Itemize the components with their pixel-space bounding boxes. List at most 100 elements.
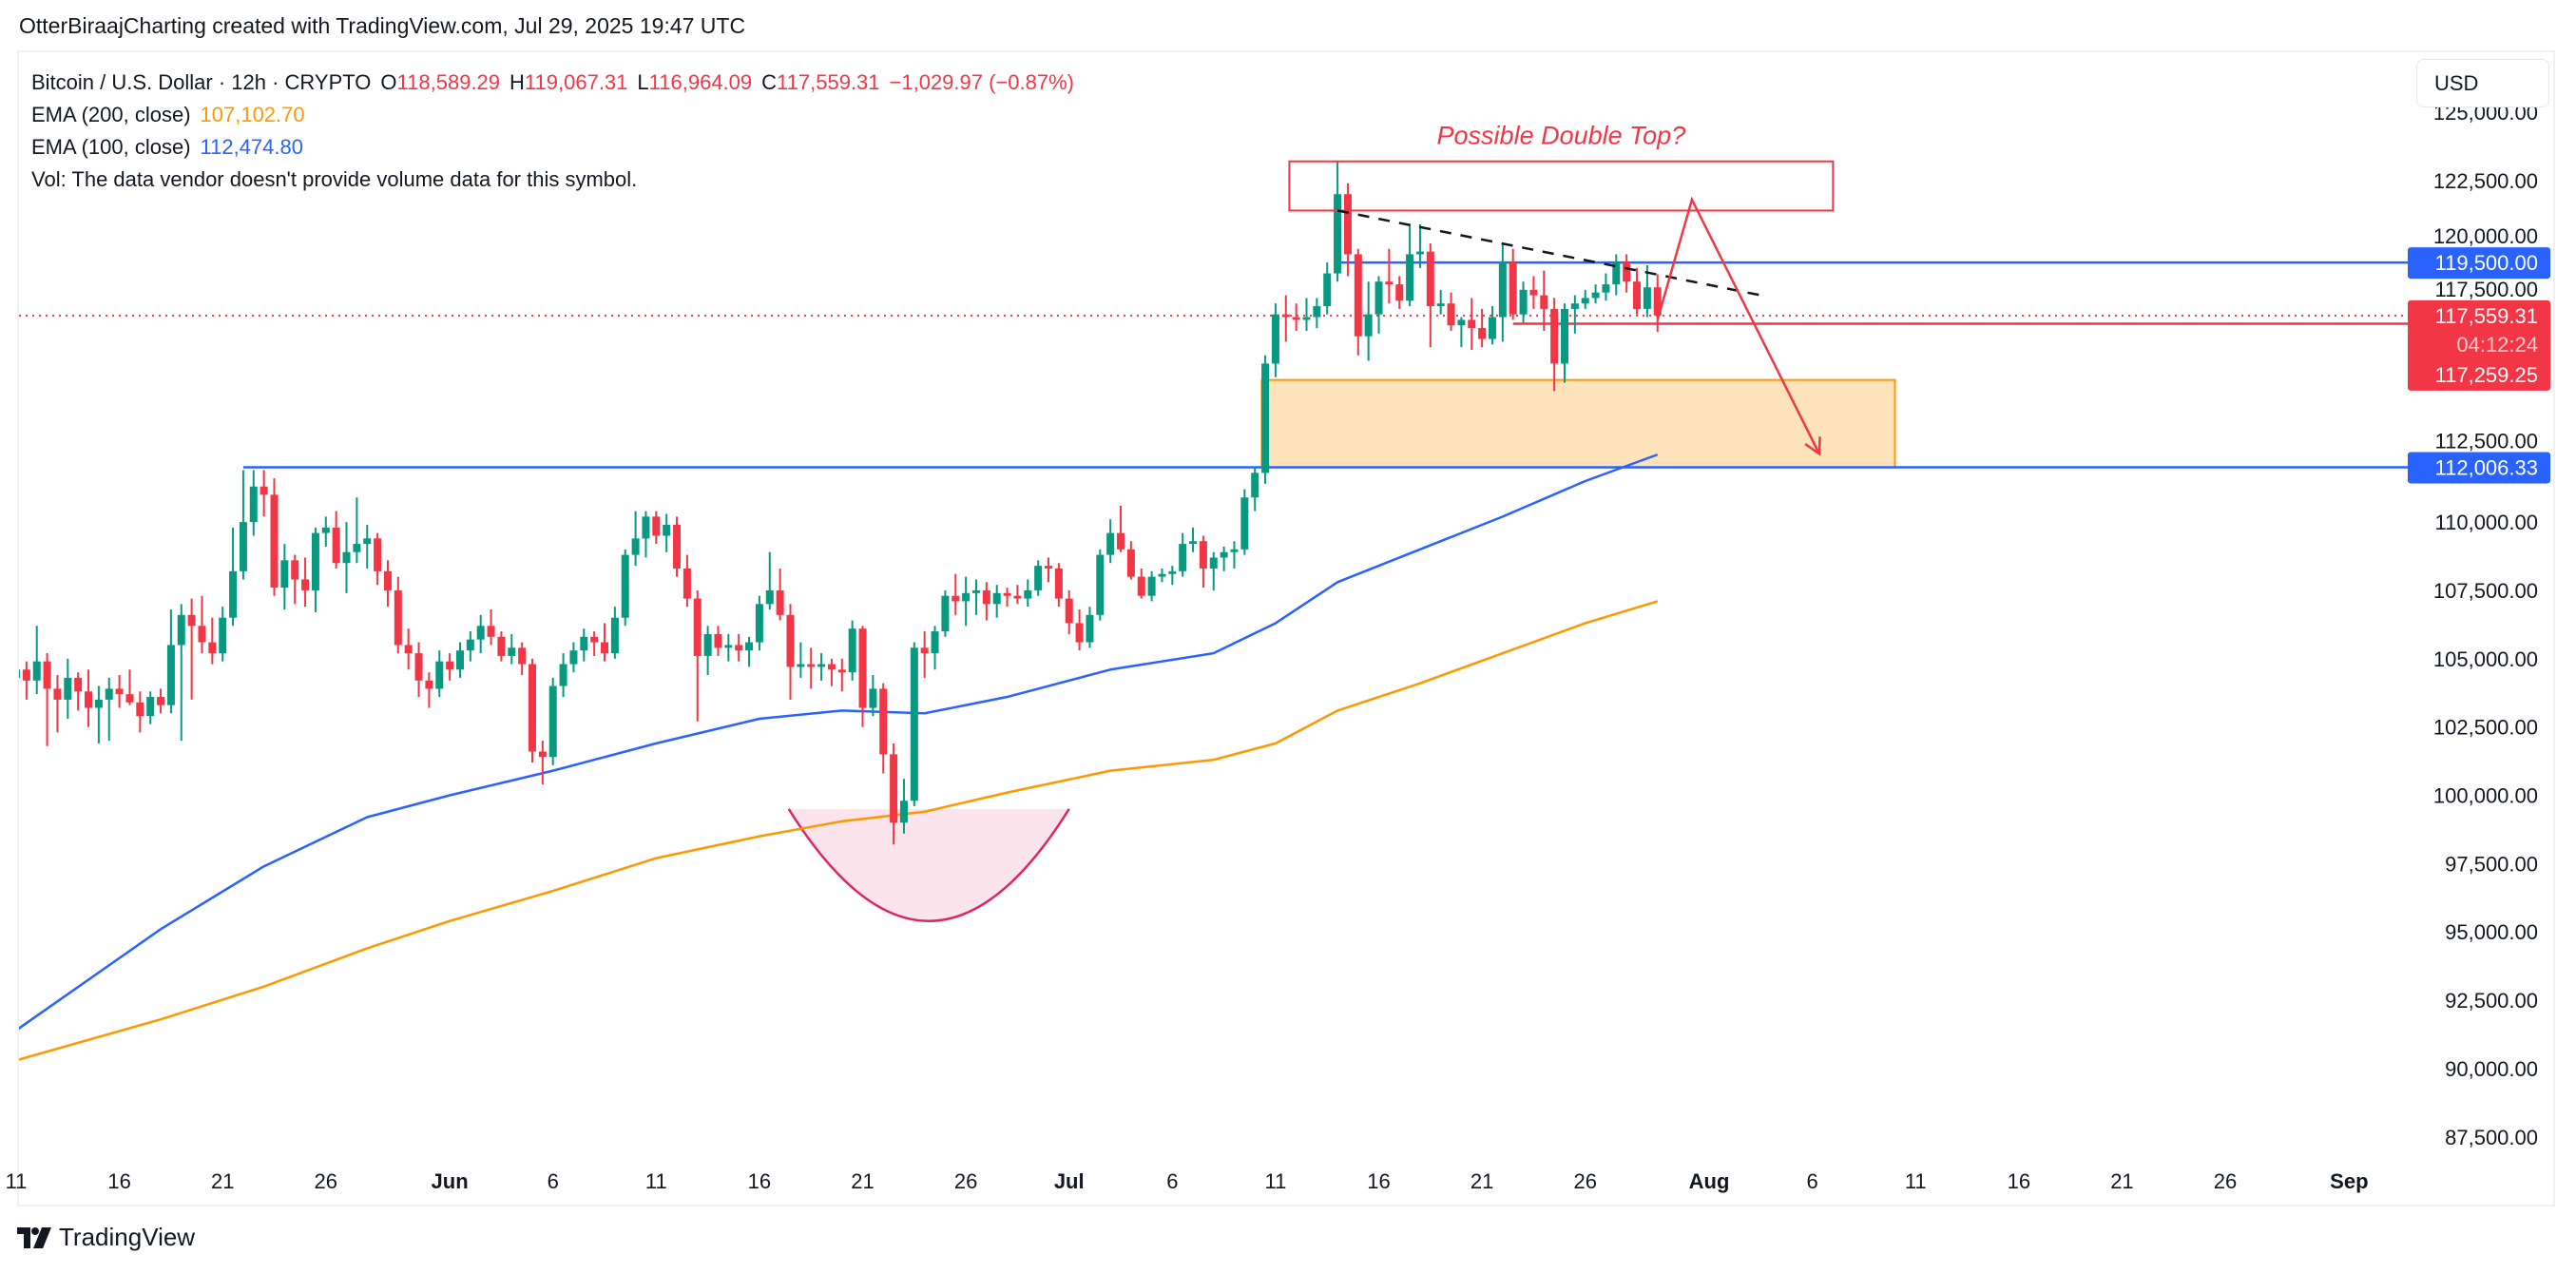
ema200-row[interactable]: EMA (200, close) 107,102.70 <box>31 99 1074 131</box>
candle-down <box>1623 254 1631 293</box>
candle-up <box>177 604 185 742</box>
price-labels: 119,500.00 112,006.33 117,559.31 04:12:24 11… <box>2408 247 2550 484</box>
candle-body <box>1086 614 1094 643</box>
candle-up <box>1643 264 1651 318</box>
candle-body <box>765 589 774 605</box>
candle-body <box>797 664 805 667</box>
candle-body <box>166 645 175 705</box>
ema100-row[interactable]: EMA (100, close) 112,474.80 <box>31 131 1074 164</box>
candle-body <box>518 647 527 665</box>
candle-body <box>693 598 702 656</box>
candle-body <box>43 661 51 689</box>
candle-up <box>1230 541 1239 569</box>
candle-down <box>858 626 867 727</box>
candle-down <box>85 669 93 727</box>
candle-body <box>1343 194 1352 255</box>
candle-body <box>105 688 113 700</box>
candle-up <box>580 628 588 662</box>
low-value: 116,964.09 <box>648 70 753 94</box>
ema100-label[interactable]: EMA (100, close) <box>31 135 191 159</box>
ema200-line <box>19 600 1659 1061</box>
candle-down <box>125 669 134 705</box>
candle-body <box>580 636 588 651</box>
candle-body <box>94 699 103 708</box>
candle-body <box>1261 363 1270 473</box>
candle-down <box>1478 308 1487 348</box>
candle-body <box>1633 281 1642 309</box>
drawings-back <box>19 261 2414 922</box>
candle-up <box>1406 223 1414 307</box>
tradingview-logo[interactable]: TradingView <box>17 1223 195 1252</box>
candle-down <box>446 653 454 681</box>
candle-up <box>219 607 227 662</box>
candle-body <box>229 570 238 618</box>
candle-up <box>962 576 971 627</box>
candle-down <box>1075 609 1084 651</box>
candle-up <box>146 691 155 724</box>
candle-down <box>652 511 661 545</box>
candle-up <box>1220 546 1228 571</box>
candle-down <box>807 647 816 689</box>
candle-up <box>166 609 175 714</box>
candle-up <box>1612 254 1621 296</box>
symbol-title[interactable]: Bitcoin / U.S. Dollar · 12h · CRYPTO <box>31 70 372 94</box>
candle-down <box>487 609 495 646</box>
price-tick-label: 90,000.00 <box>2445 1057 2538 1081</box>
symbol-row[interactable]: Bitcoin / U.S. Dollar · 12h · CRYPTO O11… <box>31 67 1074 99</box>
candle-body <box>476 626 485 640</box>
price-label-text: 112,006.33 <box>2435 455 2538 479</box>
candle-body <box>755 604 763 643</box>
candle-body <box>1529 289 1538 296</box>
candle-up <box>229 527 238 627</box>
price-tick-label: 87,500.00 <box>2445 1126 2538 1149</box>
candle-down <box>394 576 402 654</box>
candle-body <box>1054 568 1063 599</box>
candle-down <box>879 683 888 774</box>
candle-down <box>601 623 609 662</box>
candle-up <box>931 626 939 670</box>
time-axis[interactable]: 11 16 21 26 Jun 6 11 16 21 26 Jul 6 11 16 21 26 Aug 6 11 16… <box>6 1169 2369 1193</box>
candle-body <box>383 570 392 590</box>
candle-body <box>404 645 413 654</box>
candle-down <box>1529 276 1538 309</box>
ema100-value: 112,474.80 <box>200 135 303 159</box>
candle-down <box>208 617 217 665</box>
candle-body <box>125 694 134 703</box>
currency-button[interactable]: USD <box>2416 59 2549 107</box>
candle-body <box>1209 557 1218 569</box>
candle-up <box>755 595 763 651</box>
candle-down <box>291 554 299 605</box>
candle-up <box>663 513 671 552</box>
candle-up <box>476 614 485 654</box>
candle-up <box>1147 570 1156 602</box>
ema200-label[interactable]: EMA (200, close) <box>31 103 191 126</box>
candle-body <box>890 754 898 823</box>
candle-down <box>776 568 784 621</box>
price-tick-label: 100,000.00 <box>2433 784 2538 808</box>
candle-down <box>74 672 83 711</box>
price-axis[interactable]: 125,000.00122,500.00120,000.00117,500.00… <box>2433 101 2538 1149</box>
candle-down <box>1509 248 1517 320</box>
price-tick-label: 112,500.00 <box>2435 429 2538 453</box>
candle-up <box>765 551 774 610</box>
drawings-front: Possible Double Top? <box>1288 122 1835 456</box>
candle-up <box>1271 303 1279 377</box>
candle-up <box>1209 551 1218 590</box>
candle-up <box>1261 355 1270 484</box>
candle-down <box>157 688 165 714</box>
candle-down <box>837 658 846 692</box>
close-label: C <box>761 70 778 94</box>
candle-up <box>280 544 289 610</box>
projection-arrowhead-icon <box>1804 436 1821 456</box>
candle-body <box>652 516 661 536</box>
candle-body <box>631 538 640 555</box>
time-tick-label: 26 <box>1573 1169 1596 1193</box>
candle-body <box>1447 303 1455 326</box>
candle-body <box>1292 317 1300 320</box>
candle-body <box>1643 287 1651 309</box>
candle-body <box>1561 308 1568 364</box>
candle-body <box>187 614 196 627</box>
candle-up <box>94 685 103 743</box>
candle-body <box>311 532 319 590</box>
